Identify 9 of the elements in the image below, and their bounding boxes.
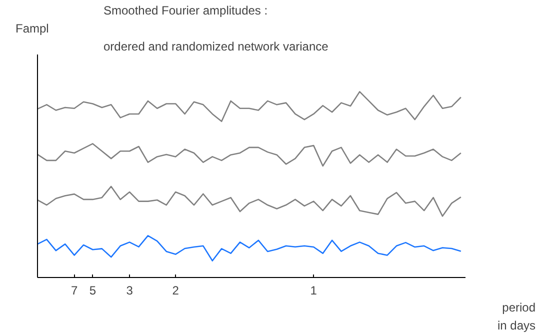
x-axis-title: period in days — [497, 300, 536, 332]
x-tick-label: 3 — [126, 284, 134, 298]
x-tick-label: 1 — [310, 284, 318, 298]
chart-subtitle: ordered and randomized network variance — [104, 40, 329, 54]
y-axis-title: Fampl — [16, 22, 49, 36]
chart-title: Smoothed Fourier amplitudes : — [104, 4, 268, 18]
x-tick-label: 7 — [70, 284, 78, 298]
x-tick-label: 2 — [172, 284, 180, 298]
x-tick-label: 5 — [89, 284, 96, 298]
